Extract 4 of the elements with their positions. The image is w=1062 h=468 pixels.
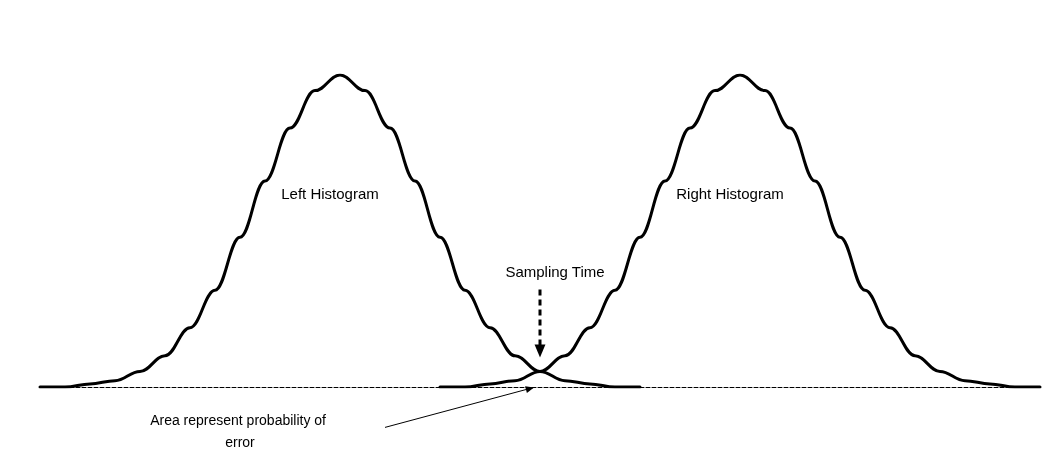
annotation: Sampling Time [505, 262, 605, 280]
series-label: Right Histogram [676, 185, 784, 203]
series-label: Left Histogram [281, 185, 379, 203]
text: Area represent probability of error [150, 412, 330, 451]
